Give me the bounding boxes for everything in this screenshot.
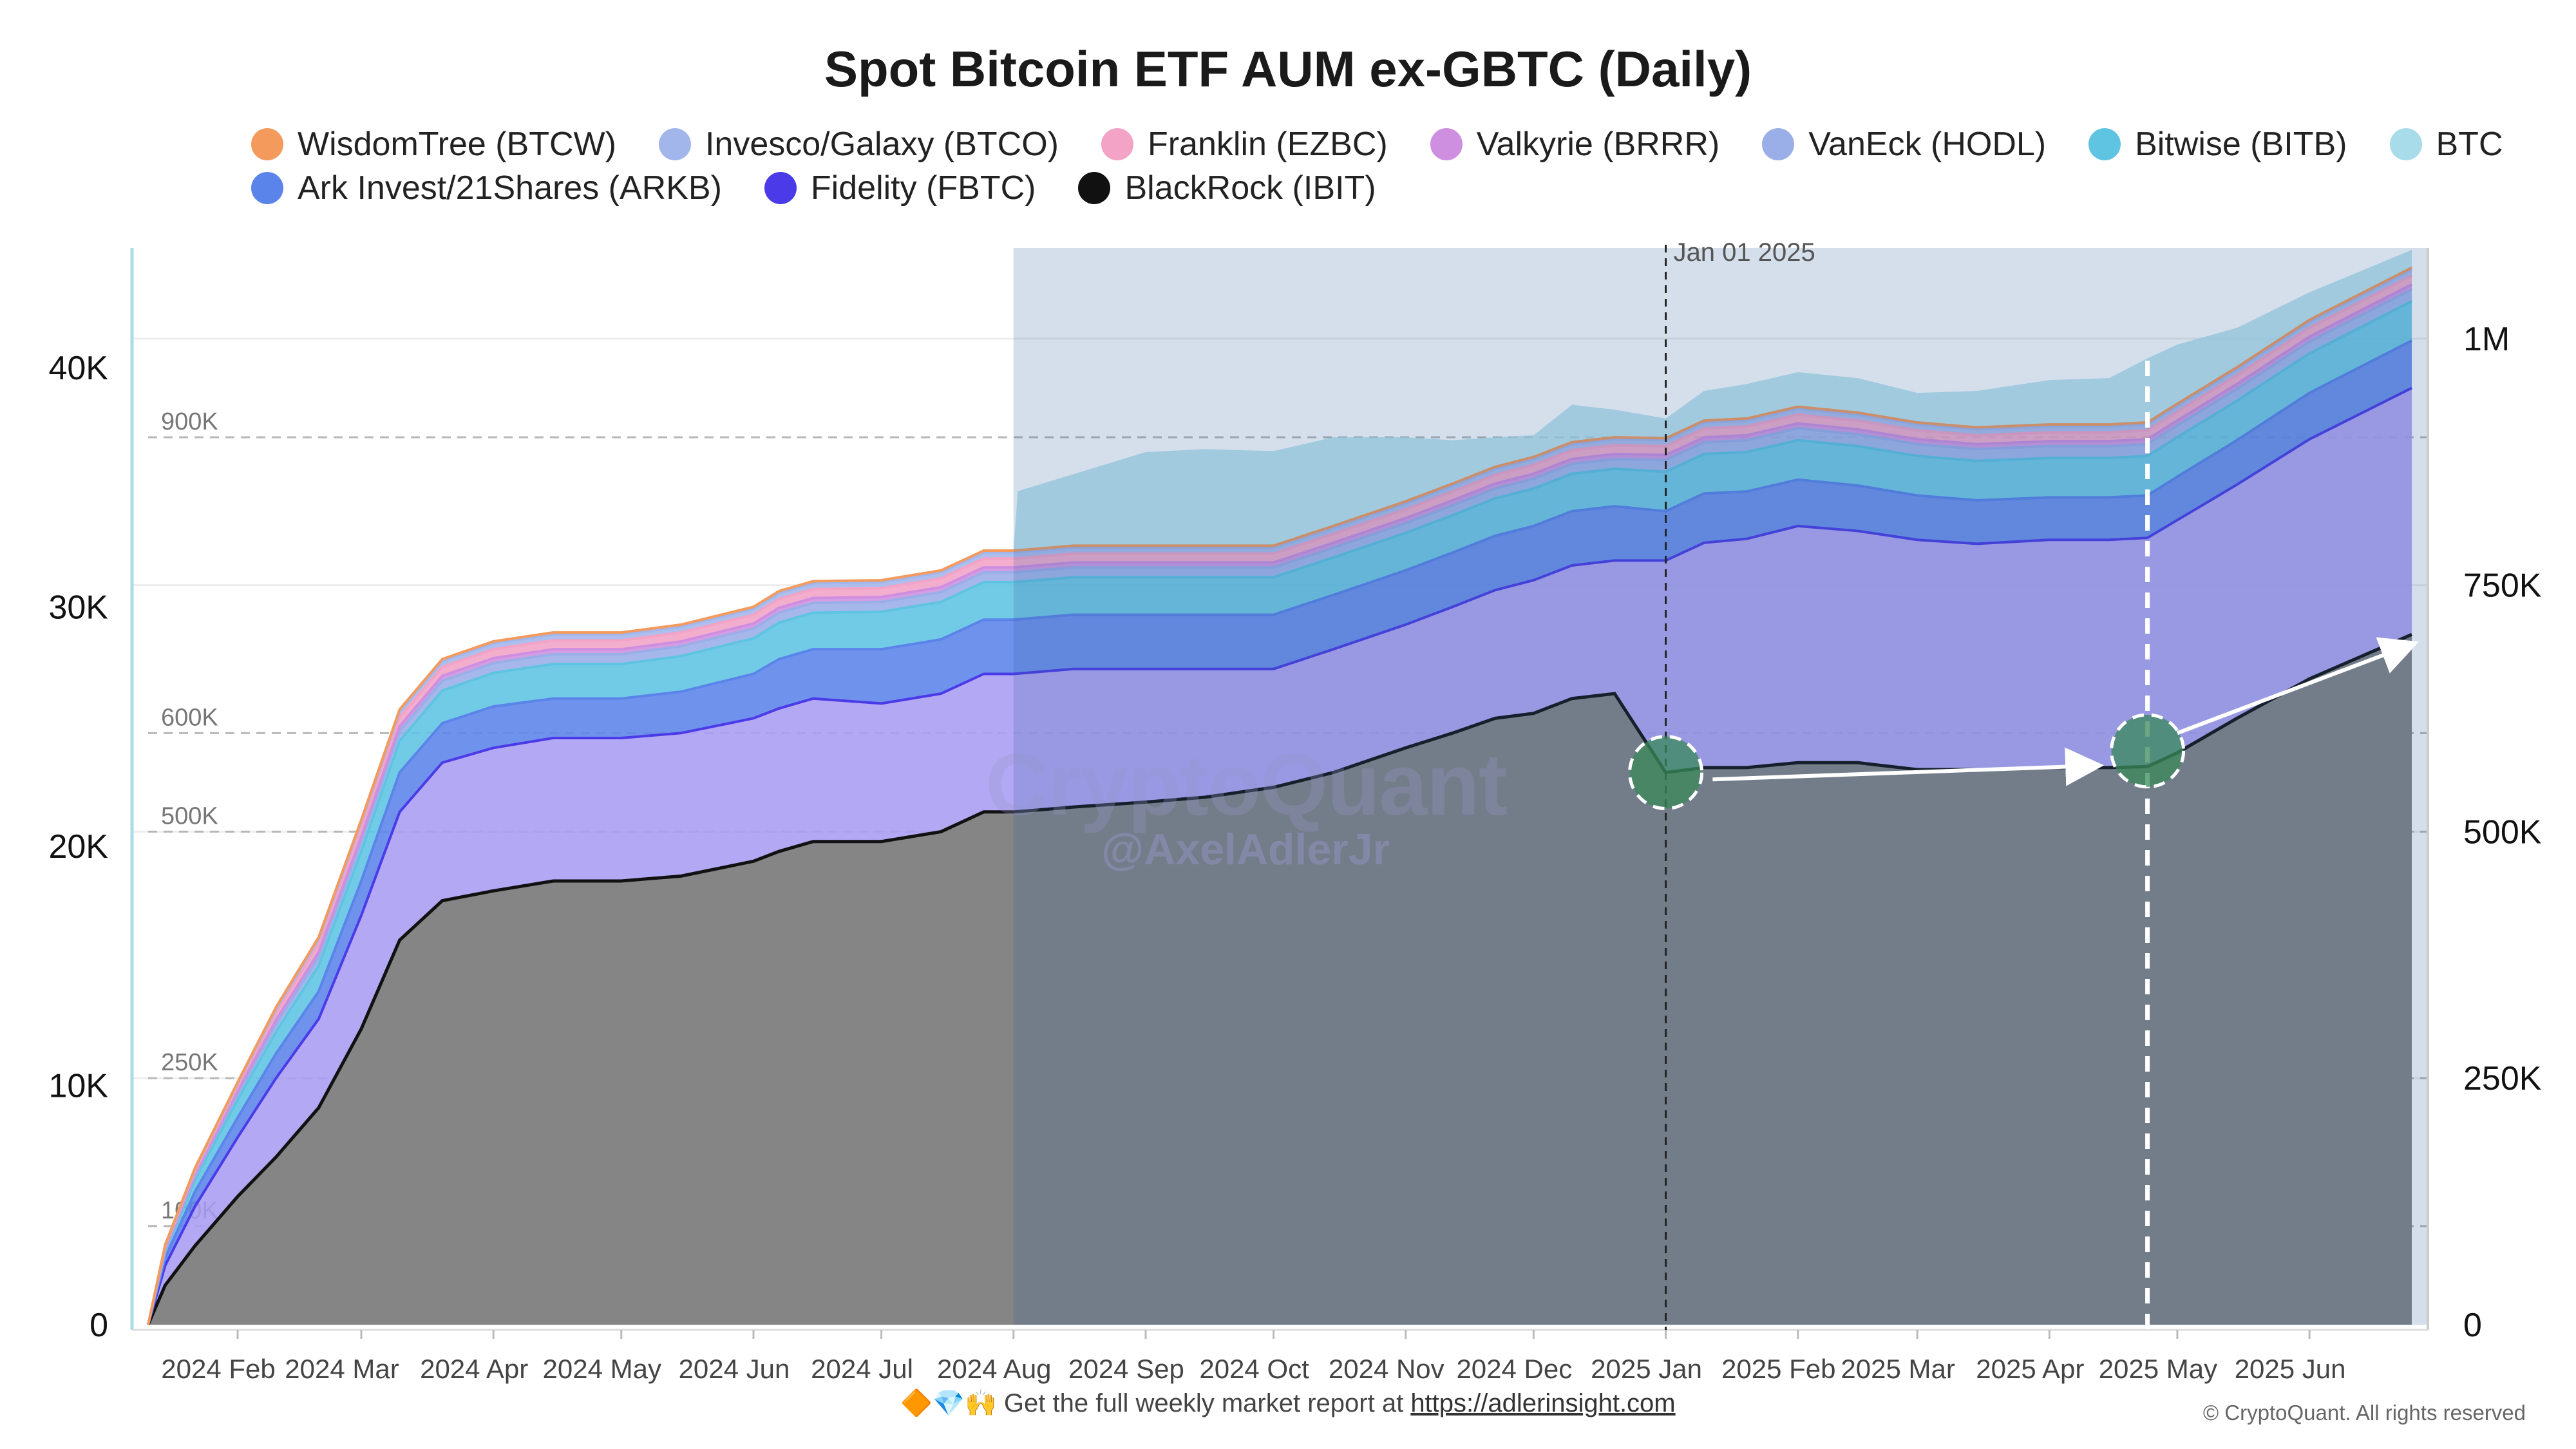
area-btc xyxy=(1013,250,2412,551)
legend-row: Ark Invest/21Shares (ARKB) Fidelity (FBTC… xyxy=(251,166,2441,210)
highlight-circle xyxy=(2110,713,2186,789)
x-tick-label: 2024 Mar xyxy=(285,1354,399,1384)
legend: WisdomTree (BTCW) Invesco/Galaxy (BTCO) Fr… xyxy=(251,122,2503,210)
left-tick-label: 10K xyxy=(48,1067,108,1104)
x-tick-label: 2024 Nov xyxy=(1329,1354,1444,1384)
legend-swatch xyxy=(1762,128,1795,160)
x-tick-label: 2025 Apr xyxy=(1976,1354,2084,1384)
x-tick-label: 2025 Jan xyxy=(1591,1354,1702,1384)
legend-label: Invesco/Galaxy (BTCO) xyxy=(705,126,1059,163)
legend-label: WisdomTree (BTCW) xyxy=(298,126,616,163)
vline-label: Jan 01 2025 xyxy=(1674,238,1815,267)
x-tick-label: 2024 Dec xyxy=(1456,1354,1572,1384)
x-tick-label: 2024 Jun xyxy=(679,1354,790,1384)
legend-label: Valkyrie (BRRR) xyxy=(1476,126,1720,163)
legend-swatch xyxy=(1101,128,1133,160)
legend-label: Bitwise (BITB) xyxy=(2135,126,2347,163)
legend-label: Franklin (EZBC) xyxy=(1147,126,1388,163)
x-tick-label: 2024 Oct xyxy=(1199,1354,1309,1384)
legend-item[interactable]: BlackRock (IBIT) xyxy=(1078,169,1376,207)
right-tick-label: 250K xyxy=(2463,1060,2542,1097)
line-bitwise-bitb- xyxy=(147,299,2412,1325)
watermark-logo: CryptoQuant xyxy=(985,735,1508,833)
legend-item[interactable]: VanEck (HODL) xyxy=(1762,125,2046,164)
legend-swatch xyxy=(1078,172,1111,204)
line-franklin-ezbc- xyxy=(147,274,2412,1325)
area-fidelity-fbtc- xyxy=(148,388,2412,1325)
area-layer xyxy=(146,250,2412,1325)
legend-item[interactable]: Invesco/Galaxy (BTCO) xyxy=(658,125,1059,164)
guide-label: 900K xyxy=(161,408,218,435)
x-tick-label: 2025 Feb xyxy=(1721,1354,1835,1384)
legend-item[interactable]: Fidelity (FBTC) xyxy=(764,169,1036,207)
legend-swatch xyxy=(658,128,691,160)
left-tick-label: 40K xyxy=(48,350,108,387)
legend-item[interactable]: Ark Invest/21Shares (ARKB) xyxy=(251,169,722,207)
x-tick-label: 2024 Jul xyxy=(811,1354,913,1384)
legend-swatch xyxy=(1430,128,1463,160)
left-tick-label: 30K xyxy=(48,589,108,626)
axis-layer: 0 10K 20K 30K 40K 0 250K 500K 750K 1M 2024 Feb 2024… xyxy=(48,248,2542,1384)
guide-label: 600K xyxy=(161,704,218,731)
x-tick-label: 2024 Aug xyxy=(937,1354,1052,1384)
legend-label: BlackRock (IBIT) xyxy=(1124,169,1376,207)
line-ark-invest-21shares-arkb- xyxy=(147,339,2412,1325)
legend-swatch xyxy=(251,172,283,204)
legend-swatch xyxy=(2389,128,2422,160)
copyright: © CryptoQuant. All rights reserved xyxy=(2202,1401,2526,1425)
legend-label: Fidelity (FBTC) xyxy=(810,169,1036,207)
trend-arrow xyxy=(2176,637,2420,735)
legend-label: VanEck (HODL) xyxy=(1808,126,2047,163)
x-tick-label: 2024 Apr xyxy=(420,1354,528,1384)
footer-text: Get the full weekly market report at xyxy=(1003,1389,1404,1417)
highlight-circle xyxy=(1628,735,1704,811)
legend-item[interactable]: Franklin (EZBC) xyxy=(1101,125,1388,164)
right-tick-label: 0 xyxy=(2463,1307,2482,1344)
line-valkyrie-brrr- xyxy=(147,283,2412,1325)
guide-label: 250K xyxy=(161,1049,218,1076)
line-wisdomtree-btcw- xyxy=(147,266,2412,1325)
overlay-layer xyxy=(1013,248,2428,1325)
legend-row: WisdomTree (BTCW) Invesco/Galaxy (BTCO) Fr… xyxy=(251,122,2503,166)
footer-emoji: 🔶💎🙌 xyxy=(900,1389,997,1417)
right-tick-label: 500K xyxy=(2463,813,2542,851)
legend-item[interactable]: BTC xyxy=(2389,125,2503,164)
chart-title: Spot Bitcoin ETF AUM ex-GBTC (Daily) xyxy=(824,41,1752,97)
x-tick-label: 2024 Sep xyxy=(1068,1354,1184,1384)
x-tick-label: 2024 May xyxy=(543,1354,661,1384)
legend-swatch xyxy=(251,128,283,160)
x-tick-label: 2025 Mar xyxy=(1841,1354,1955,1384)
annotation-layer: Jan 01 2025 xyxy=(1628,238,2420,1330)
footer: 🔶💎🙌 Get the full weekly market report at… xyxy=(0,1388,2576,1418)
watermark-author: @AxelAdlerJr xyxy=(1101,825,1390,874)
trend-arrow xyxy=(1712,747,2105,786)
left-tick-label: 0 xyxy=(90,1307,108,1344)
legend-label: BTC xyxy=(2436,126,2503,163)
area-blackrock-ibit- xyxy=(148,634,2412,1325)
highlight-period xyxy=(1013,248,2428,1325)
x-tick-label: 2025 Jun xyxy=(2235,1354,2346,1384)
line-fidelity-fbtc- xyxy=(147,386,2412,1325)
legend-item[interactable]: Bitwise (BITB) xyxy=(2088,125,2347,164)
x-tick-label: 2024 Feb xyxy=(161,1354,275,1384)
guide-label: 500K xyxy=(161,802,218,829)
right-tick-label: 1M xyxy=(2463,321,2510,358)
report-link[interactable]: https://adlerinsight.com xyxy=(1410,1389,1676,1417)
left-tick-label: 20K xyxy=(48,828,108,866)
legend-label: Ark Invest/21Shares (ARKB) xyxy=(298,169,722,207)
legend-swatch xyxy=(764,172,797,204)
legend-item[interactable]: WisdomTree (BTCW) xyxy=(251,125,616,164)
x-tick-label: 2025 May xyxy=(2099,1354,2217,1384)
right-tick-label: 750K xyxy=(2463,567,2542,605)
legend-item[interactable]: Valkyrie (BRRR) xyxy=(1430,125,1720,164)
legend-swatch xyxy=(2088,128,2121,160)
line-vaneck-hodl- xyxy=(147,288,2412,1325)
